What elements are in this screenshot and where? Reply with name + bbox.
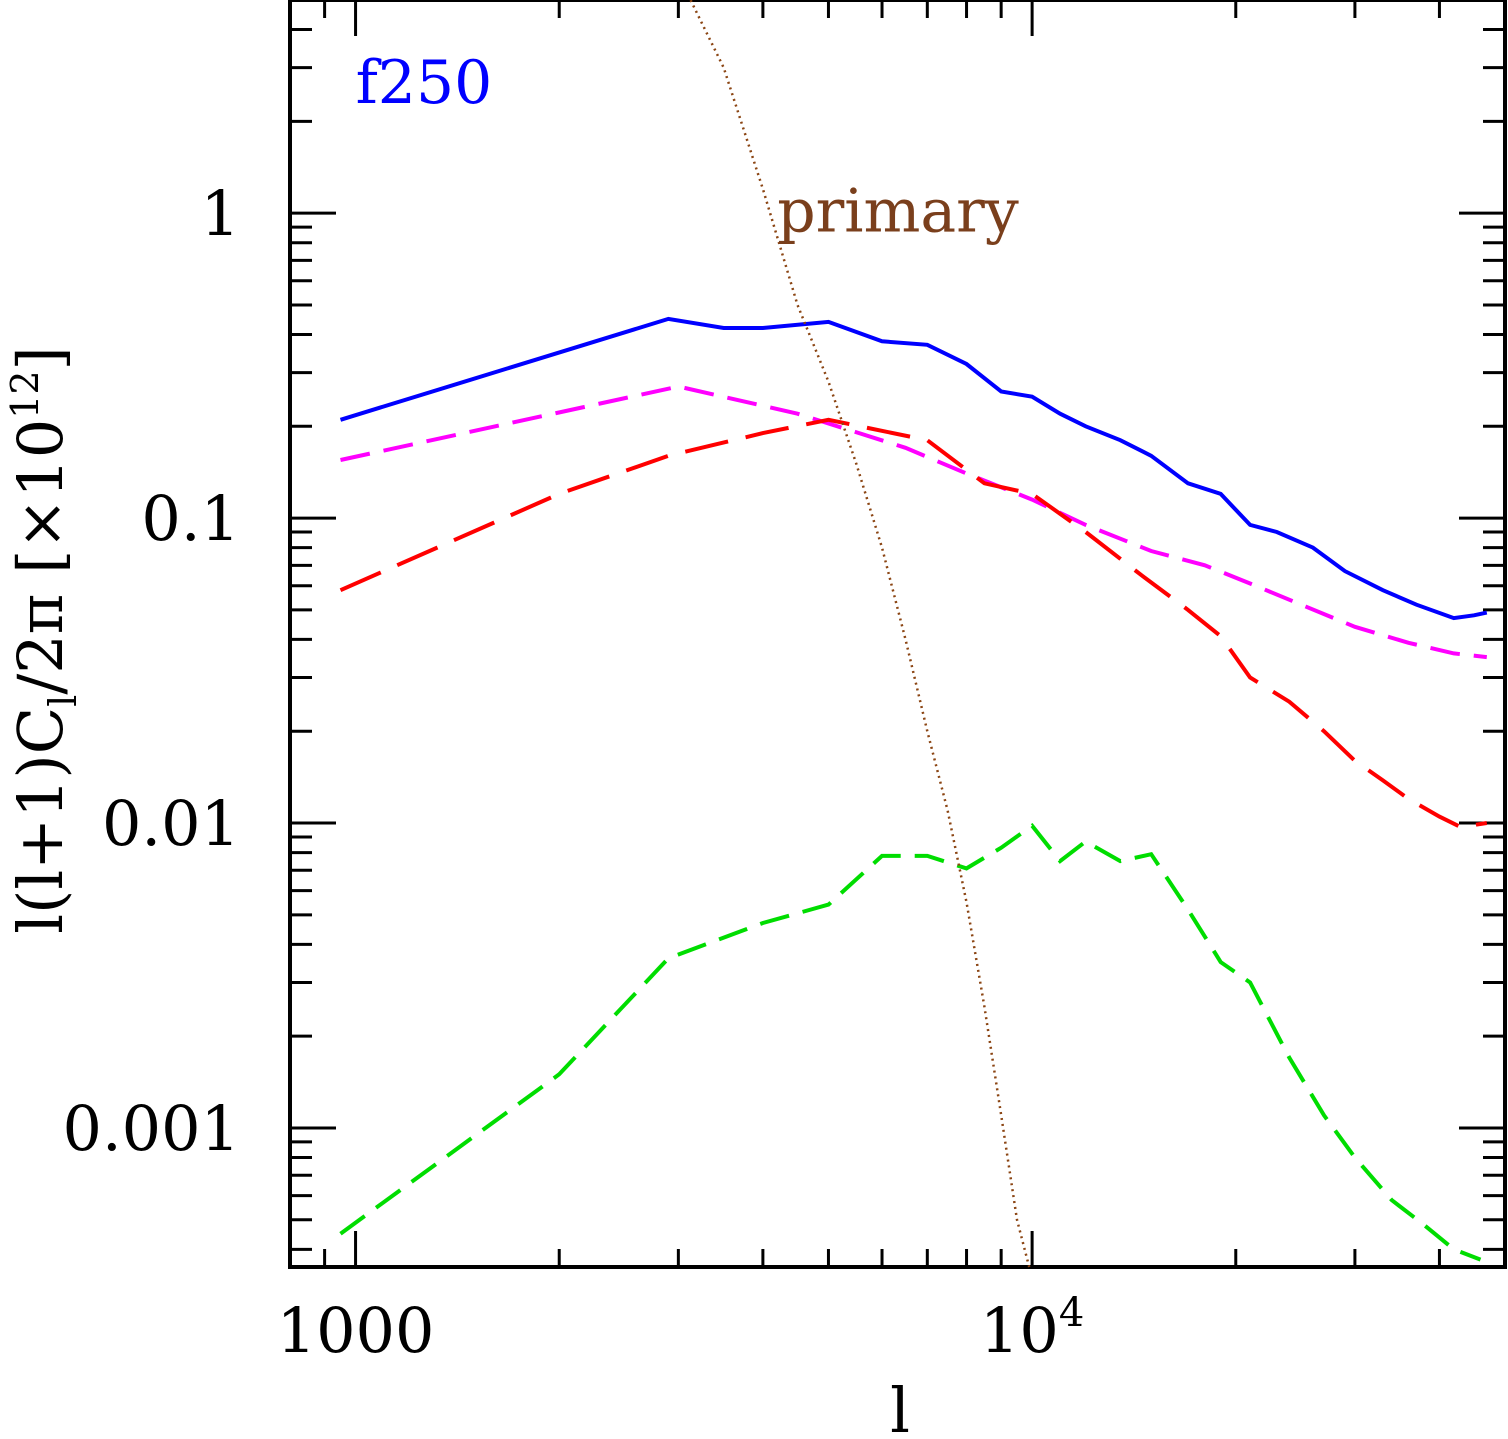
y-axis-title: l(l+1)Cl/2π [×1012] <box>3 346 85 933</box>
y-tick-label: 1 <box>201 177 240 250</box>
plot-frame <box>288 0 1507 1269</box>
series-group <box>339 0 1488 1268</box>
y-axis-title-tail: /2π [×10 <box>4 419 77 695</box>
y-axis-title-sub: l <box>41 695 85 707</box>
series-line-3 <box>339 822 1482 1262</box>
x-tick-label: 104 <box>980 1290 1084 1367</box>
y-tick-label: 0.001 <box>63 1092 241 1165</box>
series-line-1 <box>340 384 1488 660</box>
y-axis-title-close: ] <box>4 346 77 370</box>
annotations: f250 primary <box>356 48 1019 247</box>
annotation-1: primary <box>777 177 1019 247</box>
series-line-0 <box>339 316 1488 621</box>
y-axis-title-main: l(l+1)C <box>4 707 77 934</box>
tick-labels: 1000 104 1 0.1 0.01 0.001 <box>63 177 1085 1367</box>
axis-ticks <box>288 0 1507 1267</box>
x-tick-label: 1000 <box>277 1294 435 1367</box>
series-line-2 <box>339 417 1488 830</box>
y-axis-title-sup: 12 <box>3 370 47 418</box>
y-tick-label: 0.01 <box>102 787 240 860</box>
x-axis-title: l <box>890 1374 910 1439</box>
y-tick-label: 0.1 <box>141 482 240 555</box>
annotation-0: f250 <box>356 48 493 118</box>
